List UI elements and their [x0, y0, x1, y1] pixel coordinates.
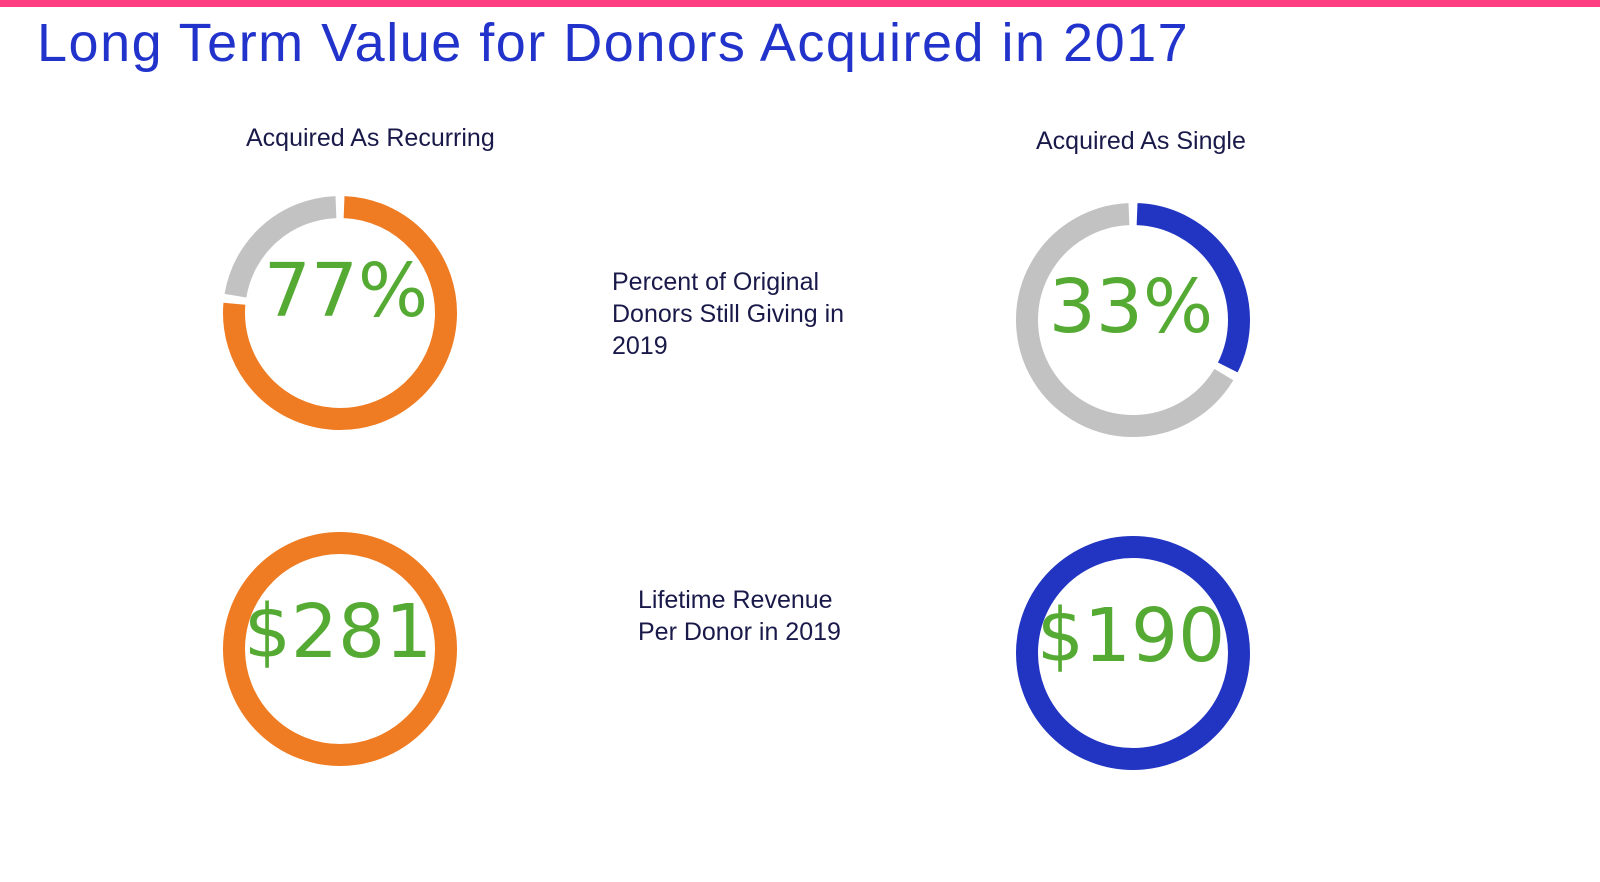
row-label-retention-line: 2019 [612, 332, 668, 360]
donut-value-label: 33% [1049, 264, 1213, 350]
donut-value-label: $281 [244, 589, 432, 675]
row-label-retention-line: Percent of Original [612, 268, 820, 296]
donut-value-label: 77% [264, 248, 428, 334]
donut-recurring-revenue: $281 [223, 532, 457, 766]
row-label-revenue-line: Per Donor in 2019 [638, 618, 841, 646]
column-label-recurring: Acquired As Recurring [246, 124, 495, 152]
donut-value-arc [223, 196, 457, 430]
donut-full-ring [1016, 536, 1250, 770]
column-label-single: Acquired As Single [1036, 127, 1246, 155]
donut-single-revenue: $190 [1016, 536, 1250, 770]
row-label-retention-line: Donors Still Giving in [612, 300, 845, 328]
donut-remainder-arc [224, 196, 337, 298]
row-label-revenue-line: Lifetime Revenue [638, 586, 833, 614]
top-accent-bar [0, 0, 1600, 7]
slide-title: Long Term Value for Donors Acquired in 2… [37, 13, 1190, 73]
donut-single-retention: 33% [1016, 203, 1250, 437]
donut-full-ring [223, 532, 457, 766]
row-label-revenue: Lifetime Revenue Per Donor in 2019 [638, 584, 841, 648]
donut-value-arc [1136, 203, 1250, 373]
donut-recurring-retention: 77% [223, 196, 457, 430]
row-label-retention: Percent of Original Donors Still Giving … [612, 266, 844, 362]
donut-value-label: $190 [1037, 593, 1225, 679]
donut-remainder-arc [1016, 203, 1234, 437]
